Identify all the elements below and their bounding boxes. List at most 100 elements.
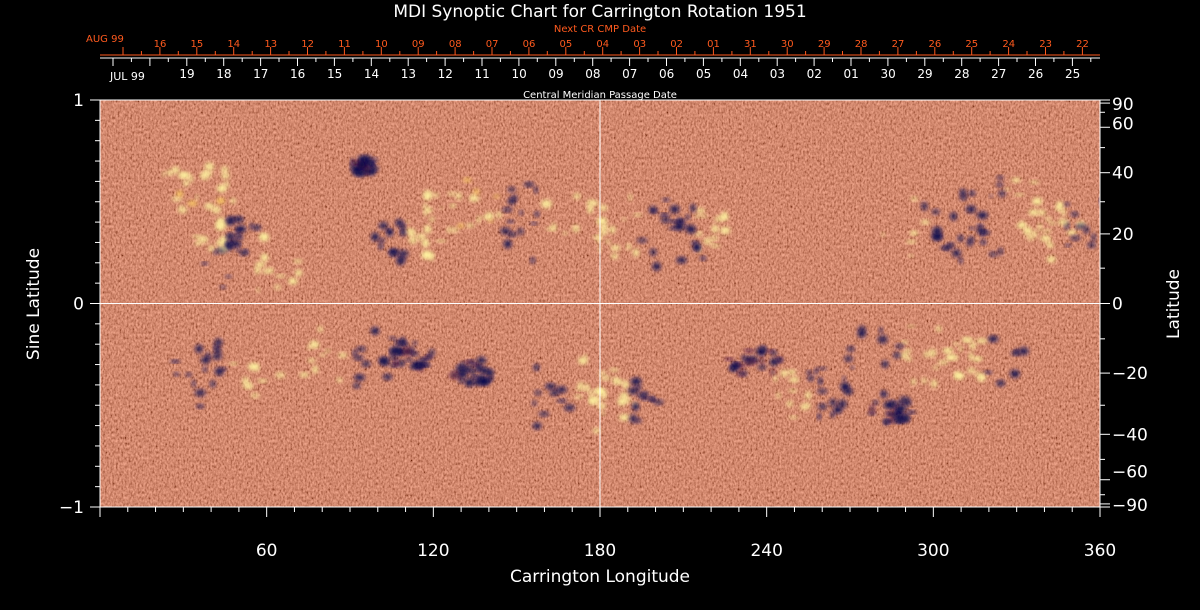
flux-patch [478, 374, 484, 382]
flux-patch [944, 244, 951, 251]
flux-patch [805, 391, 812, 400]
next-cr-month-label: AUG 99 [86, 34, 124, 45]
flux-patch [958, 257, 963, 264]
flux-patch [1010, 370, 1020, 378]
flux-patch [216, 198, 225, 204]
flux-patch [1057, 218, 1069, 226]
flux-patch [649, 248, 657, 256]
flux-patch [908, 254, 913, 258]
next-cr-date-label: 04 [596, 39, 609, 50]
flux-patch [368, 159, 373, 166]
flux-patch [850, 366, 855, 369]
flux-patch [1029, 180, 1039, 184]
flux-patch [538, 411, 550, 417]
flux-patch [338, 352, 348, 358]
flux-patch [703, 237, 711, 245]
flux-patch [587, 205, 593, 214]
flux-patch [629, 414, 637, 423]
lat-tick-label: 40 [1112, 164, 1134, 184]
flux-patch [1067, 230, 1077, 235]
flux-patch [199, 236, 209, 243]
flux-patch [390, 251, 397, 257]
cmp-date-label: 04 [733, 67, 748, 81]
flux-patch [423, 193, 432, 200]
cmp-date-label: 06 [659, 67, 674, 81]
flux-patch [541, 199, 552, 208]
flux-patch [611, 253, 618, 259]
flux-patch [381, 358, 389, 366]
flux-patch [780, 370, 788, 377]
flux-patch [166, 170, 174, 176]
flux-patch [1013, 193, 1025, 196]
flux-patch [686, 214, 690, 219]
flux-patch [201, 262, 209, 265]
flux-patch [429, 216, 435, 222]
flux-patch [1023, 226, 1033, 235]
flux-patch [451, 370, 456, 373]
flux-patch [214, 338, 223, 347]
flux-patch [599, 230, 608, 235]
flux-patch [353, 350, 357, 356]
flux-patch [220, 285, 226, 289]
flux-patch [833, 406, 842, 414]
next-cr-date-label: 01 [707, 39, 720, 50]
flux-patch [877, 335, 888, 344]
flux-patch [428, 349, 435, 356]
flux-patch [586, 199, 596, 207]
flux-patch [753, 359, 760, 363]
flux-patch [881, 360, 889, 368]
active-regions [162, 155, 1100, 434]
lat-tick-label: 20 [1112, 225, 1134, 245]
flux-patch [945, 355, 955, 360]
flux-patch [451, 204, 456, 207]
active-region [449, 356, 494, 387]
flux-patch [419, 357, 428, 361]
flux-patch [977, 211, 988, 219]
active-region [881, 195, 991, 258]
flux-patch [239, 250, 249, 256]
flux-patch [599, 205, 608, 211]
flux-patch [202, 367, 207, 372]
flux-patch [578, 357, 588, 365]
flux-patch [549, 390, 560, 396]
flux-patch [496, 211, 502, 218]
flux-patch [736, 371, 745, 376]
lat-tick-label: 60 [1112, 114, 1134, 134]
flux-patch [628, 194, 632, 201]
flux-patch [698, 231, 702, 234]
flux-patch [400, 229, 406, 236]
flux-patch [517, 228, 524, 235]
lat-tick-label: −60 [1112, 463, 1148, 483]
magnetogram-map [100, 100, 1100, 507]
flux-patch [1042, 229, 1052, 233]
flux-patch [1037, 223, 1042, 232]
flux-patch [988, 336, 999, 342]
chart-title: MDI Synoptic Chart for Carrington Rotati… [393, 2, 806, 22]
flux-patch [983, 371, 993, 374]
flux-patch [455, 192, 462, 200]
flux-patch [458, 367, 469, 374]
flux-patch [213, 250, 218, 255]
flux-patch [899, 396, 910, 403]
flux-patch [961, 337, 971, 343]
flux-patch [612, 376, 620, 384]
flux-patch [759, 351, 764, 356]
flux-patch [502, 207, 513, 212]
flux-patch [959, 346, 963, 352]
flux-patch [905, 356, 912, 361]
flux-patch [933, 233, 942, 239]
next-cr-date-label: 11 [338, 39, 351, 50]
flux-patch [390, 349, 394, 357]
flux-patch [1032, 197, 1043, 205]
flux-patch [242, 377, 250, 385]
flux-patch [977, 373, 986, 382]
flux-patch [201, 356, 210, 364]
y-axis-right-title: Latitude [1164, 269, 1184, 339]
flux-patch [394, 358, 398, 367]
flux-patch [1065, 243, 1071, 247]
flux-patch [597, 402, 606, 410]
flux-patch [274, 285, 281, 290]
flux-patch [221, 367, 228, 371]
flux-patch [353, 355, 364, 360]
flux-patch [309, 340, 319, 348]
